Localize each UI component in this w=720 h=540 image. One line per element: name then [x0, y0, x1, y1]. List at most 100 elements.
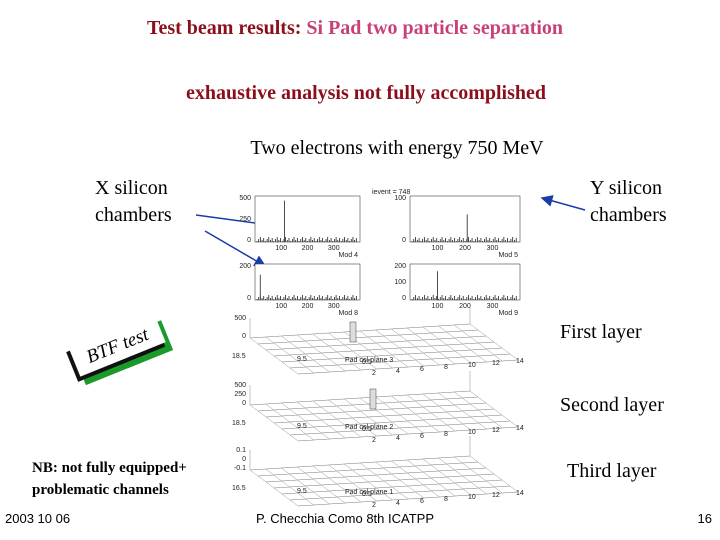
lego-grid [469, 323, 519, 361]
lego-grid [359, 462, 409, 500]
col-tick-label: 8 [444, 496, 448, 503]
lego-grid [438, 457, 487, 495]
arrow [204, 230, 267, 267]
lego-grid [312, 333, 362, 371]
lego-grid [328, 399, 377, 437]
lego-grid [249, 337, 299, 375]
z-tick-label: 0 [242, 400, 246, 407]
histogram-trace [411, 271, 517, 300]
col-tick-label: 12 [492, 427, 500, 434]
lego-grid [438, 325, 487, 363]
x-tick-label: 100 [275, 303, 287, 310]
lego-tower [369, 388, 377, 410]
z-tick-label: 500 [234, 382, 246, 389]
lego-tower [349, 321, 357, 343]
title-lead: Test beam results: [147, 17, 301, 39]
y-chambers-label: chambers [590, 204, 667, 226]
title-rest: Si Pad two particle separation [306, 17, 563, 39]
x-tick-label: 300 [328, 303, 340, 310]
x-chambers-label: X silicon [95, 177, 168, 199]
col-tick-label: 4 [396, 368, 400, 375]
x-tick-label: 100 [432, 303, 444, 310]
footer-author: P. Checchia Como 8th ICATPP [256, 511, 434, 526]
histogram-title: Mod 4 [339, 252, 359, 259]
lego-grid [359, 397, 409, 435]
lego-grid [296, 334, 346, 372]
col-tick-label: 10 [468, 429, 476, 436]
layer-label: Third layer [567, 460, 657, 482]
note: NB: not fully equipped+ [32, 460, 187, 476]
row-tick-label: 18.5 [232, 353, 246, 360]
lego-grid [265, 336, 314, 374]
y-tick-label: 0 [402, 295, 406, 302]
y-tick-label: 200 [394, 263, 406, 270]
lego-grid [344, 463, 393, 501]
lego-grid [406, 459, 456, 497]
y-tick-label: 0 [402, 237, 406, 244]
x-tick-label: 200 [302, 303, 314, 310]
y-tick-label: 500 [239, 195, 251, 202]
footer-date: 2003 10 06 [5, 511, 70, 526]
col-tick-label: 2 [372, 370, 376, 377]
lego-grid [312, 465, 362, 503]
lego-grid [391, 460, 440, 498]
row-tick-label: 0.5 [362, 491, 372, 498]
lego-title: Pad col plane 3 [345, 357, 393, 364]
y-tick-label: 100 [394, 195, 406, 202]
lego-title: Pad col plane 1 [345, 489, 393, 496]
lego-grid [328, 332, 377, 370]
lego-plot: 500 0 18.5 9.5 0.52 4 6 8 10 12 14 Pad col plane 3 [232, 304, 524, 377]
row-tick-label: 0.5 [362, 426, 372, 433]
lego-grid [328, 464, 377, 502]
col-tick-label: 2 [372, 502, 376, 509]
y-tick-label: 0 [247, 237, 251, 244]
note: problematic channels [32, 482, 169, 498]
title: Test beam results: Si Pad two particle s… [147, 17, 563, 39]
y-chambers-label: Y silicon [590, 177, 662, 199]
lego-grid [391, 395, 440, 433]
lego-box [249, 304, 471, 338]
lego-grid [469, 455, 519, 493]
histogram-trace [256, 200, 357, 242]
col-tick-label: 8 [444, 364, 448, 371]
btf-badge: BTF test [66, 312, 174, 386]
subtitle: exhaustive analysis not fully accomplish… [186, 82, 546, 104]
lego-grid [265, 468, 314, 506]
lego-grid [281, 402, 330, 440]
histogram-frame [254, 195, 361, 243]
x-tick-label: 200 [459, 303, 471, 310]
event-caption: Two electrons with energy 750 MeV [250, 137, 544, 159]
histogram-title: Mod 5 [499, 252, 519, 259]
lego-grid [375, 396, 424, 434]
lego-grid [375, 461, 424, 499]
histogram-trace [256, 274, 357, 300]
layer-label: First layer [560, 321, 642, 343]
lego-grid [375, 329, 424, 367]
col-tick-label: 2 [372, 437, 376, 444]
y-tick-label: 250 [239, 216, 251, 223]
histogram-frame [254, 263, 361, 301]
col-tick-label: 4 [396, 500, 400, 507]
lego-box [249, 371, 471, 405]
z-tick-label: 500 [234, 315, 246, 322]
lego-grid [406, 327, 456, 365]
row-tick-label: 9.5 [297, 488, 307, 495]
x-tick-label: 200 [302, 245, 314, 252]
x-chambers-label: chambers [95, 204, 172, 226]
col-tick-label: 12 [492, 492, 500, 499]
lego-grid [454, 324, 503, 362]
histogram-title: Mod 8 [339, 310, 359, 317]
col-tick-label: 14 [516, 425, 524, 432]
x-tick-label: 100 [275, 245, 287, 252]
lego-grid [249, 469, 299, 507]
lego-grid [454, 456, 503, 494]
z-tick-label: 250 [234, 391, 246, 398]
col-tick-label: 14 [516, 490, 524, 497]
col-tick-label: 10 [468, 494, 476, 501]
lego-grid [344, 398, 393, 436]
y-tick-label: 100 [394, 279, 406, 286]
lego-grid [249, 404, 299, 442]
lego-grid [359, 330, 409, 368]
histogram-frame [409, 263, 521, 301]
